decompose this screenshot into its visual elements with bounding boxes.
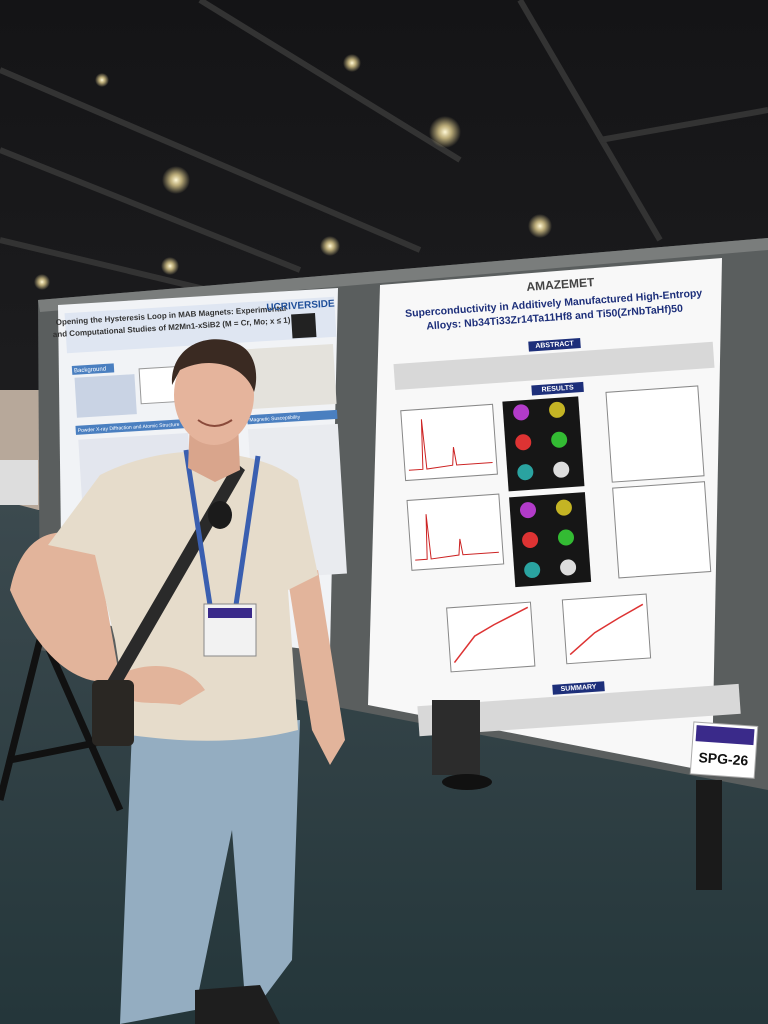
- right-arm: [288, 570, 345, 765]
- right-section: SUMMARY: [560, 684, 597, 694]
- right-section: ABSTRACT: [535, 340, 575, 350]
- section-bar: [528, 338, 581, 352]
- element-map: [343, 54, 361, 72]
- person: [10, 339, 345, 1024]
- right-section: RESULTS: [541, 384, 574, 393]
- element-map: [515, 434, 532, 451]
- section-bar: [71, 363, 115, 375]
- right-poster-content: AMAZEMET Superconductivity in Additively…: [393, 275, 741, 737]
- element-map: [524, 561, 541, 578]
- text-block: [74, 374, 137, 418]
- left-section: Background: [74, 366, 106, 374]
- section-bar: [247, 409, 338, 425]
- plot: [605, 385, 705, 483]
- xrd-curve: [415, 514, 499, 561]
- xrd-plot: [400, 403, 498, 482]
- shape: [599, 107, 768, 143]
- sign-label: SPG-26: [698, 749, 749, 768]
- element-map: [549, 401, 566, 418]
- element-map: [513, 404, 530, 421]
- section-bar: [552, 681, 605, 695]
- abstract-text: [393, 341, 715, 391]
- shape: [41, 638, 124, 812]
- element-map: [553, 461, 570, 478]
- shape: [0, 639, 44, 801]
- plot: [561, 593, 652, 665]
- shape: [569, 603, 644, 656]
- element-map: [522, 532, 539, 549]
- section-bar: [75, 418, 196, 435]
- ceiling-beams: [0, 0, 768, 303]
- xrd-plot: [406, 493, 505, 571]
- element-map: [161, 257, 179, 275]
- table: [0, 460, 38, 505]
- shape: [0, 67, 422, 253]
- plot: [446, 601, 536, 673]
- element-map: [558, 529, 575, 546]
- left-logo: UCRIVERSIDE: [266, 298, 335, 313]
- figure: [243, 343, 337, 410]
- left-arm: [10, 532, 120, 682]
- element-map: [528, 214, 552, 238]
- plot: [612, 481, 712, 579]
- qr-code: [291, 313, 317, 339]
- section-bar: [531, 381, 584, 396]
- shape: [0, 147, 302, 273]
- badge-banner: [208, 608, 252, 618]
- lanyard: [183, 449, 261, 606]
- left-header: [64, 296, 337, 354]
- summary-text: [417, 683, 741, 737]
- booth-sign: SPG-26: [689, 721, 759, 779]
- hair: [171, 339, 257, 392]
- shape: [453, 606, 529, 664]
- xrd-curve: [408, 419, 493, 471]
- element-map: [519, 502, 536, 519]
- shape: [198, 0, 462, 163]
- board-frame: [38, 238, 768, 312]
- element-map: [517, 464, 534, 481]
- ceiling-lights: [34, 54, 552, 290]
- element-map: [560, 559, 577, 576]
- right-logo: AMAZEMET: [526, 275, 595, 294]
- shoe: [442, 774, 492, 790]
- element-map: [34, 274, 50, 290]
- shape: [517, 0, 663, 242]
- bag: [92, 680, 134, 746]
- smile: [197, 419, 233, 427]
- sign-banner: [695, 725, 755, 746]
- legs-behind-board: [432, 700, 480, 775]
- head: [174, 345, 254, 445]
- element-map: [162, 166, 190, 194]
- element-map: [551, 431, 568, 448]
- element-map: [95, 73, 109, 87]
- left-section: Magnetic Susceptibility: [249, 414, 301, 423]
- element-map: [429, 116, 461, 148]
- sunglasses: [208, 501, 232, 529]
- board-leg: [696, 780, 722, 890]
- shoe: [195, 985, 280, 1024]
- jeans: [120, 720, 300, 1024]
- element-map: [555, 499, 572, 516]
- element-map: [320, 236, 340, 256]
